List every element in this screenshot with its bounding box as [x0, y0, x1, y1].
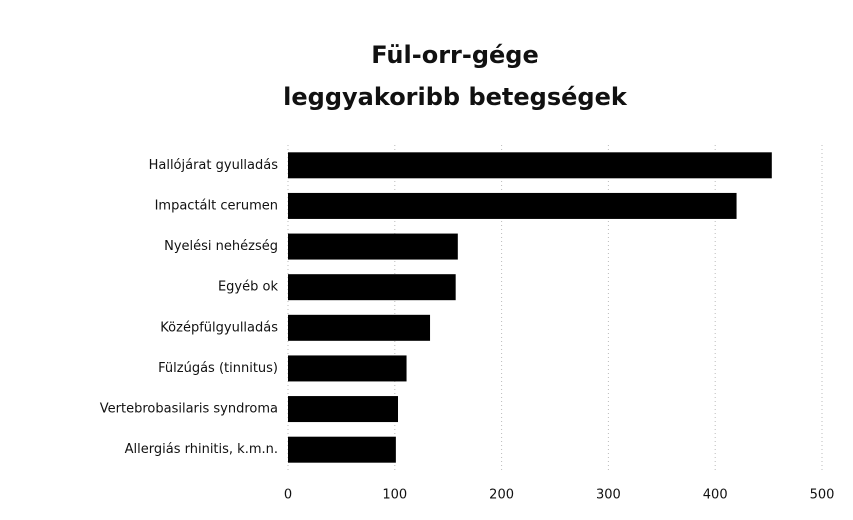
x-tick-label: 0	[284, 488, 292, 503]
y-tick-label: Vertebrobasilaris syndroma	[100, 402, 278, 417]
x-tick-label: 500	[810, 488, 835, 503]
bar	[288, 274, 456, 301]
bar	[288, 355, 407, 382]
x-tick-label: 300	[596, 488, 621, 503]
x-tick-label: 100	[382, 488, 407, 503]
chart-title: leggyakoribb betegségek	[283, 83, 628, 111]
y-tick-label: Középfülgyulladás	[160, 320, 278, 335]
y-tick-label: Hallójárat gyulladás	[149, 158, 279, 173]
bar	[288, 436, 396, 463]
y-tick-label: Egyéb ok	[218, 280, 278, 295]
bar	[288, 233, 458, 260]
y-tick-label: Nyelési nehézség	[164, 239, 278, 254]
bar	[288, 396, 399, 423]
y-tick-label: Impactált cerumen	[155, 198, 278, 213]
bar	[288, 152, 772, 179]
bar	[288, 314, 431, 341]
x-tick-label: 400	[703, 488, 728, 503]
bar	[288, 192, 737, 219]
y-tick-label: Fülzúgás (tinnitus)	[158, 361, 278, 376]
x-tick-label: 200	[489, 488, 514, 503]
y-tick-label: Allergiás rhinitis, k.m.n.	[125, 442, 278, 457]
chart-title: Fül-orr-gége	[371, 41, 539, 69]
